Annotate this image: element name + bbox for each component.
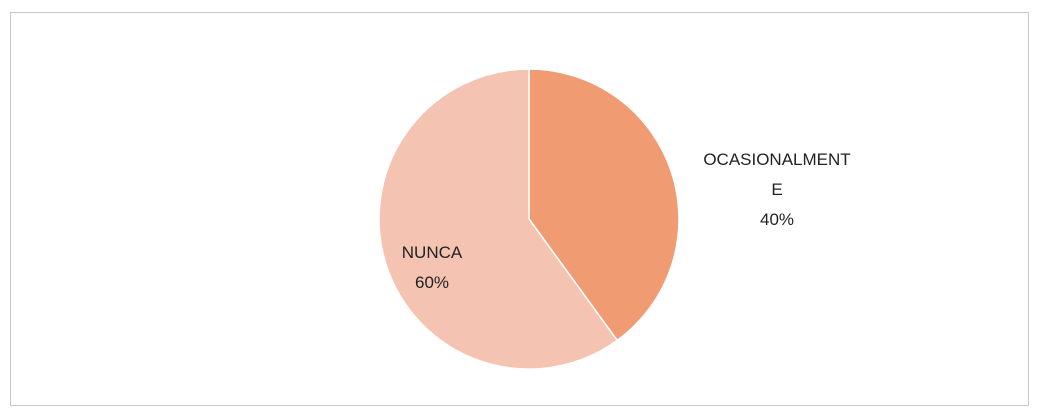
category-label: OCASIONALMENTE xyxy=(703,150,851,199)
data-label: OCASIONALMENTE 40% xyxy=(702,145,852,235)
pie-slice xyxy=(378,68,619,370)
percent-label: 40% xyxy=(759,210,795,229)
data-label: NUNCA 60% xyxy=(372,238,492,298)
category-label: NUNCA xyxy=(401,243,463,262)
pie-slice xyxy=(528,68,680,342)
percent-label: 60% xyxy=(414,273,450,292)
